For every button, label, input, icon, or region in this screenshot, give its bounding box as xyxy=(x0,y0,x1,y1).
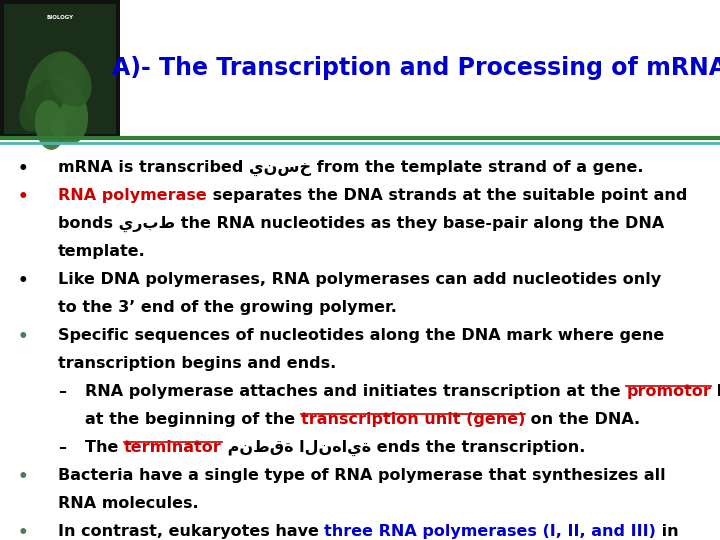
Text: In contrast, eukaryotes have: In contrast, eukaryotes have xyxy=(58,524,325,539)
Text: •: • xyxy=(18,188,29,206)
Text: RNA polymerase attaches and initiates transcription at the: RNA polymerase attaches and initiates tr… xyxy=(85,384,626,399)
Text: الفز,: الفز, xyxy=(711,384,720,400)
Text: •: • xyxy=(18,328,29,346)
Text: Like DNA polymerases, RNA polymerases can add nucleotides only: Like DNA polymerases, RNA polymerases ca… xyxy=(58,272,661,287)
Text: BIOLOGY: BIOLOGY xyxy=(46,15,73,20)
Text: mRNA is transcribed ينسخ from the template strand of a gene.: mRNA is transcribed ينسخ from the templa… xyxy=(58,160,644,176)
Text: The: The xyxy=(85,440,124,455)
Text: three RNA polymerases (I, II, and III): three RNA polymerases (I, II, and III) xyxy=(325,524,657,539)
Ellipse shape xyxy=(19,78,65,132)
Text: in: in xyxy=(657,524,679,539)
Text: Bacteria have a single type of RNA polymerase that synthesizes all: Bacteria have a single type of RNA polym… xyxy=(58,468,665,483)
Text: منطقة النهاية ends the transcription.: منطقة النهاية ends the transcription. xyxy=(222,440,585,456)
Text: template.: template. xyxy=(58,244,145,259)
Text: on the DNA.: on the DNA. xyxy=(525,412,640,427)
Text: RNA molecules.: RNA molecules. xyxy=(58,496,199,511)
Text: bonds يربط the RNA nucleotides as they base-pair along the DNA: bonds يربط the RNA nucleotides as they b… xyxy=(58,216,665,232)
Text: terminator: terminator xyxy=(124,440,222,455)
Text: •: • xyxy=(18,524,29,540)
Ellipse shape xyxy=(35,100,65,150)
Text: –: – xyxy=(58,384,66,399)
Text: –: – xyxy=(58,440,66,455)
Ellipse shape xyxy=(42,76,88,144)
Text: promotor: promotor xyxy=(626,384,711,399)
Text: •: • xyxy=(18,160,29,178)
Text: to the 3’ end of the growing polymer.: to the 3’ end of the growing polymer. xyxy=(58,300,397,315)
Text: •: • xyxy=(18,468,29,486)
Bar xyxy=(4,4,116,134)
Text: •: • xyxy=(18,272,29,290)
Text: transcription unit (gene): transcription unit (gene) xyxy=(301,412,525,427)
Text: at the beginning of the: at the beginning of the xyxy=(85,412,301,427)
Text: separates the DNA strands at the suitable point and: separates the DNA strands at the suitabl… xyxy=(207,188,687,203)
Text: RNA polymerase: RNA polymerase xyxy=(58,188,207,203)
Text: Specific sequences of nucleotides along the DNA mark where gene: Specific sequences of nucleotides along … xyxy=(58,328,665,343)
Text: A)- The Transcription and Processing of mRNA: A)- The Transcription and Processing of … xyxy=(112,56,720,80)
Text: transcription begins and ends.: transcription begins and ends. xyxy=(58,356,336,371)
Ellipse shape xyxy=(48,53,91,107)
Bar xyxy=(0,0,120,138)
Ellipse shape xyxy=(25,51,85,129)
